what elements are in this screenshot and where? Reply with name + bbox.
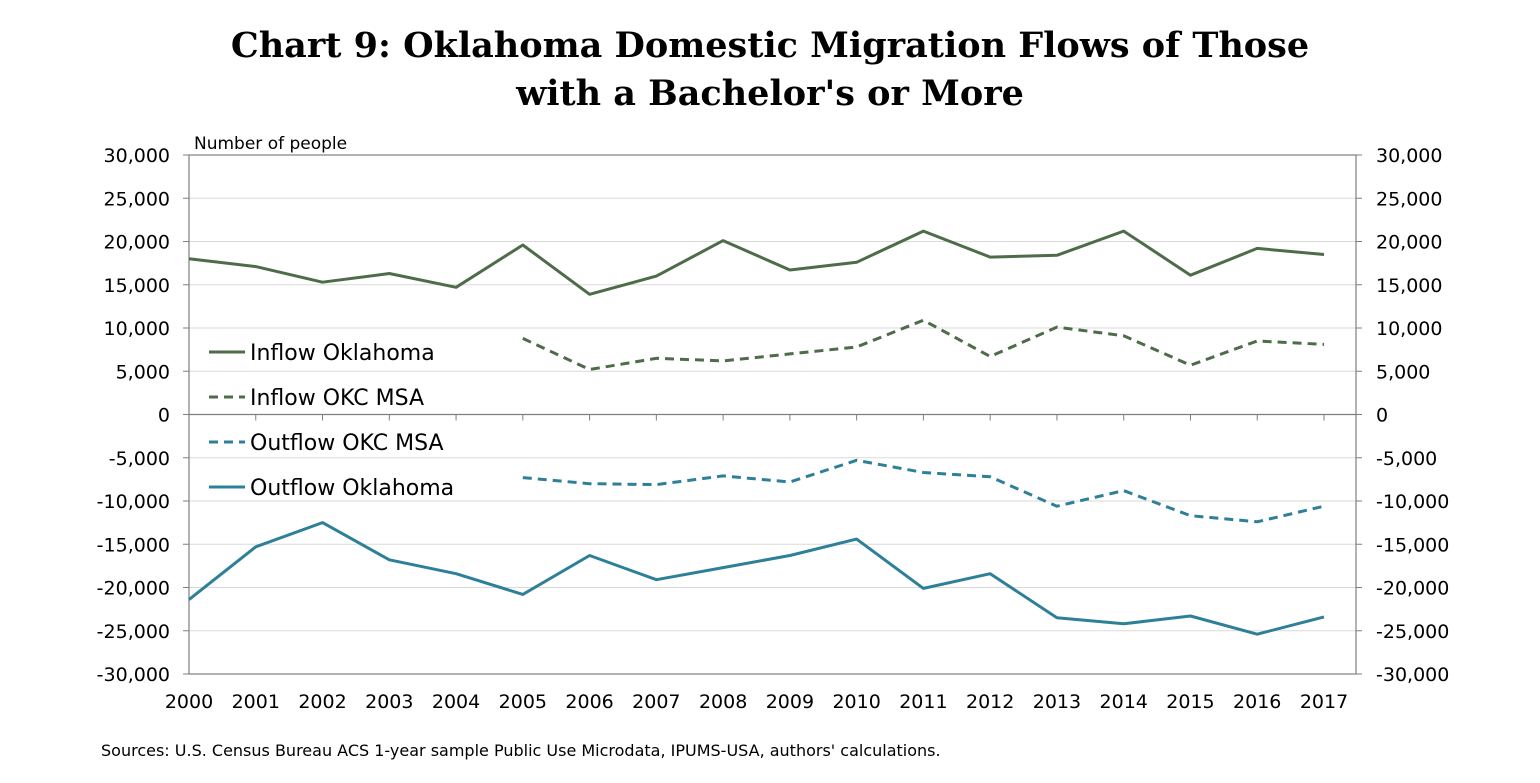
series-line-outflow-oklahoma xyxy=(188,521,1325,636)
y-tick-label-left: 15,000 xyxy=(104,275,170,297)
zero-line-group xyxy=(188,413,1356,421)
y-tick-label-right: 10,000 xyxy=(1376,318,1442,340)
y-tick-label-right: 30,000 xyxy=(1376,145,1442,167)
y-tick-label-right: -30,000 xyxy=(1376,664,1449,686)
x-tick-label: 2013 xyxy=(1033,691,1081,713)
chart-title-line-2: with a Bachelor's or More xyxy=(516,73,1024,114)
x-tick-label: 2003 xyxy=(365,691,413,713)
series-lines xyxy=(188,229,1325,636)
legend-label-inflow-okc-msa: Inflow OKC MSA xyxy=(250,386,424,411)
chart-title: Chart 9: Oklahoma Domestic Migration Flo… xyxy=(0,22,1540,118)
y-tick-label-right: -15,000 xyxy=(1376,534,1449,556)
source-note: Sources: U.S. Census Bureau ACS 1-year s… xyxy=(101,741,941,760)
y-tick-label-right: -10,000 xyxy=(1376,491,1449,513)
legend: Inflow Oklahoma Inflow OKC MSA Outflow OKC… xyxy=(209,341,454,501)
x-tick-label: 2002 xyxy=(298,691,346,713)
x-tick-label: 2006 xyxy=(565,691,613,713)
y-tick-label-right: 25,000 xyxy=(1376,188,1442,210)
x-tick-label: 2016 xyxy=(1233,691,1281,713)
gridlines xyxy=(189,197,1356,632)
y-tick-label-right: -5,000 xyxy=(1376,448,1437,470)
y-tick-label-left: 10,000 xyxy=(104,318,170,340)
y-tick-label-left: -30,000 xyxy=(97,664,170,686)
y-tick-label-left: -5,000 xyxy=(109,448,170,470)
y-tick-label-left: -20,000 xyxy=(97,578,170,600)
x-tick-label: 2009 xyxy=(766,691,814,713)
x-tick-label: 2014 xyxy=(1100,691,1148,713)
y-tick-label-left: 25,000 xyxy=(104,188,170,210)
x-tick-label: 2011 xyxy=(899,691,947,713)
y-tick-label-right: 5,000 xyxy=(1376,361,1430,383)
x-tick-label: 2007 xyxy=(632,691,680,713)
y-tick-label-right: 15,000 xyxy=(1376,275,1442,297)
y-tick-label-left: -15,000 xyxy=(97,534,170,556)
y-tick-label-left: -10,000 xyxy=(97,491,170,513)
y-tick-label-right: 0 xyxy=(1376,405,1388,427)
x-tick-label: 2004 xyxy=(432,691,480,713)
x-tick-label: 2017 xyxy=(1300,691,1348,713)
x-tick-label: 2010 xyxy=(832,691,880,713)
series-line-inflow-oklahoma xyxy=(188,229,1325,296)
x-tick-label: 2015 xyxy=(1166,691,1214,713)
x-tick-label: 2008 xyxy=(699,691,747,713)
y-tick-label-right: 20,000 xyxy=(1376,232,1442,254)
x-tick-label: 2000 xyxy=(165,691,213,713)
legend-label-outflow-oklahoma: Outflow Oklahoma xyxy=(250,476,454,501)
y-tick-label-left: 30,000 xyxy=(104,145,170,167)
y-axis-label: Number of people xyxy=(194,134,347,154)
line-chart: 30,000 30,000 25,000 25,000 20,000 20,000 15,0… xyxy=(97,134,1450,713)
legend-label-inflow-oklahoma: Inflow Oklahoma xyxy=(250,341,435,366)
y-tick-label-left: 20,000 xyxy=(104,232,170,254)
x-tick-label: 2005 xyxy=(499,691,547,713)
series-line-outflow-okc-msa xyxy=(522,458,1325,524)
legend-label-outflow-okc-msa: Outflow OKC MSA xyxy=(250,431,444,456)
axes: 30,000 30,000 25,000 25,000 20,000 20,000 15,0… xyxy=(97,145,1450,713)
series-line-inflow-okc-msa xyxy=(522,318,1325,371)
x-tick-label: 2012 xyxy=(966,691,1014,713)
y-tick-label-left: 0 xyxy=(158,405,170,427)
y-tick-label-right: -25,000 xyxy=(1376,621,1449,643)
x-tick-label: 2001 xyxy=(232,691,280,713)
chart-title-line-1: Chart 9: Oklahoma Domestic Migration Flo… xyxy=(230,25,1310,66)
y-tick-label-left: -25,000 xyxy=(97,621,170,643)
y-tick-label-left: 5,000 xyxy=(116,361,170,383)
y-tick-label-right: -20,000 xyxy=(1376,578,1449,600)
